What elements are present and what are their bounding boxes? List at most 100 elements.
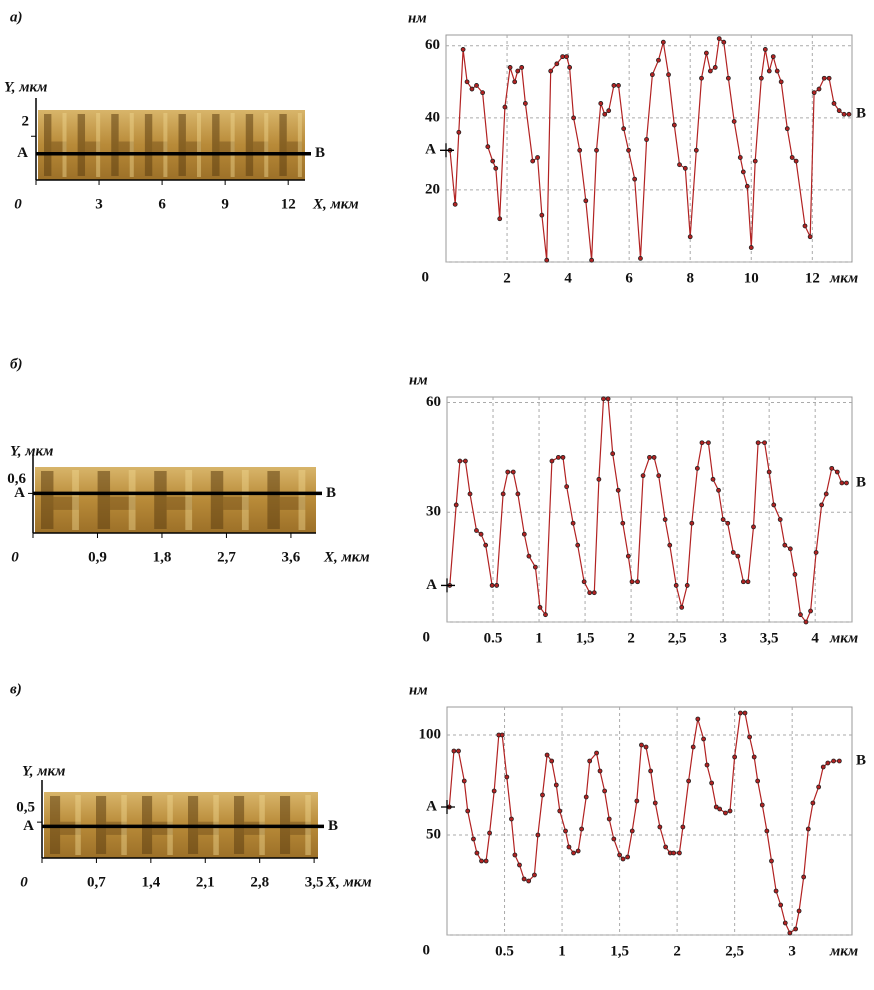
data-point	[507, 65, 513, 70]
afm-highlight	[264, 113, 269, 177]
data-point	[567, 65, 573, 70]
data-point	[735, 553, 741, 559]
data-point	[535, 832, 541, 838]
afm-highlight	[129, 113, 134, 177]
data-point	[826, 75, 832, 81]
data-point	[512, 852, 518, 858]
x-tick-label: 3	[95, 196, 103, 212]
data-point	[583, 198, 589, 204]
panel-label: б)	[10, 356, 22, 372]
point-b: B	[326, 485, 336, 501]
y-tick-label: 60	[425, 37, 440, 53]
data-point	[748, 245, 754, 250]
data-point	[793, 158, 799, 164]
y-tick-label: 50	[426, 826, 441, 842]
x-axis-label: X, мкм	[323, 549, 370, 565]
data-point	[762, 440, 767, 446]
data-point	[564, 54, 569, 60]
afm-feature	[279, 114, 287, 176]
data-point	[755, 778, 761, 784]
data-point	[539, 212, 545, 218]
data-point	[703, 50, 709, 56]
data-point	[587, 590, 593, 596]
data-point	[594, 750, 599, 756]
point-a: A	[426, 577, 437, 593]
data-point	[499, 732, 505, 738]
data-point	[839, 480, 845, 486]
afm-feature	[110, 496, 136, 510]
data-point	[782, 920, 788, 926]
y-axis-label: Y, мкм	[10, 443, 53, 459]
afm-feature	[245, 114, 254, 176]
y-tick-label: 40	[425, 109, 440, 125]
data-point	[611, 836, 617, 842]
data-point	[671, 850, 677, 856]
x-tick-label: 3	[719, 630, 727, 646]
data-point	[509, 816, 514, 822]
y-tick-label: 30	[426, 504, 441, 520]
data-point	[549, 758, 555, 764]
data-point	[766, 68, 772, 74]
afm-highlight	[96, 113, 101, 177]
data-point	[808, 608, 813, 614]
data-point	[494, 583, 500, 588]
data-point	[487, 830, 492, 836]
data-point	[517, 862, 522, 868]
data-point	[751, 754, 757, 760]
x-tick-label: 2	[627, 630, 635, 646]
data-point	[598, 101, 604, 106]
x-tick-label: 12	[281, 196, 296, 212]
data-point	[483, 858, 489, 864]
afm-feature	[212, 114, 220, 176]
data-point	[782, 542, 788, 548]
data-point	[456, 129, 462, 135]
data-point	[751, 524, 756, 530]
data-point	[548, 68, 554, 74]
point-b: B	[856, 106, 866, 122]
data-point	[616, 83, 621, 88]
data-point	[657, 824, 663, 830]
y-tick-label: 2	[22, 114, 30, 130]
y-tick-label: 0	[422, 269, 430, 285]
x-tick-label: 0	[14, 196, 22, 212]
data-point	[796, 908, 802, 914]
data-point	[634, 798, 640, 804]
data-point	[704, 762, 710, 768]
data-point	[530, 158, 536, 164]
afm-highlight	[241, 470, 249, 530]
data-point	[638, 255, 643, 261]
data-point	[463, 458, 468, 464]
data-point	[493, 165, 499, 171]
data-point	[610, 451, 616, 457]
afm-highlight	[128, 470, 136, 530]
x-tick-label: 1,5	[610, 943, 629, 959]
data-point	[787, 546, 793, 552]
data-point	[707, 68, 713, 74]
data-point	[474, 528, 479, 533]
data-point	[706, 440, 711, 446]
data-point	[712, 65, 718, 70]
afm-highlight	[62, 113, 67, 177]
data-point	[479, 858, 484, 864]
data-point	[737, 710, 743, 716]
afm-feature	[223, 496, 249, 510]
profile-line	[448, 712, 840, 934]
data-point	[532, 564, 538, 570]
data-point	[831, 758, 836, 764]
data-point	[629, 828, 635, 834]
data-point	[723, 810, 728, 816]
data-point	[647, 454, 652, 460]
data-point	[740, 579, 746, 585]
x-tick-label: 4	[811, 630, 819, 646]
data-point	[819, 502, 825, 508]
data-point	[615, 487, 621, 493]
plot-frame	[446, 706, 853, 936]
data-point	[575, 848, 581, 854]
data-point	[553, 782, 559, 788]
panel-label: в)	[10, 681, 22, 697]
data-point	[801, 874, 807, 880]
data-point	[810, 800, 816, 806]
data-point	[640, 473, 646, 479]
